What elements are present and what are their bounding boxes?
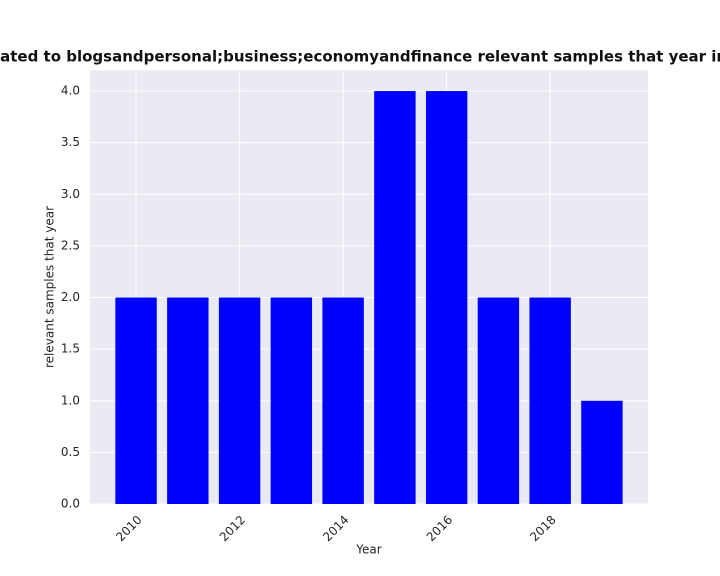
x-tick-label: 2016	[424, 513, 455, 544]
y-tick-label: 2.5	[61, 238, 80, 252]
y-tick-label: 1.5	[61, 342, 80, 356]
x-tick-label: 2010	[113, 513, 144, 544]
y-tick-label: 0.0	[61, 497, 80, 511]
bar	[425, 91, 468, 505]
y-tick-label: 3.5	[61, 135, 80, 149]
y-axis-label: relevant samples that year	[43, 206, 57, 368]
bar	[218, 297, 261, 504]
y-tick-label: 1.0	[61, 393, 80, 407]
y-tick-label: 3.0	[61, 187, 80, 201]
y-tick-label: 4.0	[61, 84, 80, 98]
bar	[529, 297, 571, 504]
bar	[374, 91, 416, 505]
x-tick-label: 2014	[320, 513, 351, 544]
y-tick-label: 2.0	[61, 290, 80, 304]
bar	[270, 297, 313, 504]
x-axis-label: Year	[355, 543, 381, 557]
bar	[581, 400, 623, 504]
x-tick-label: 2018	[527, 513, 558, 544]
bar	[322, 297, 364, 504]
x-tick-label: 2012	[217, 513, 248, 544]
bar	[115, 297, 157, 504]
chart-title: re related to blogsandpersonal;business;…	[0, 48, 720, 66]
bar	[477, 297, 520, 504]
bar	[167, 297, 209, 504]
y-tick-label: 0.5	[61, 445, 80, 459]
